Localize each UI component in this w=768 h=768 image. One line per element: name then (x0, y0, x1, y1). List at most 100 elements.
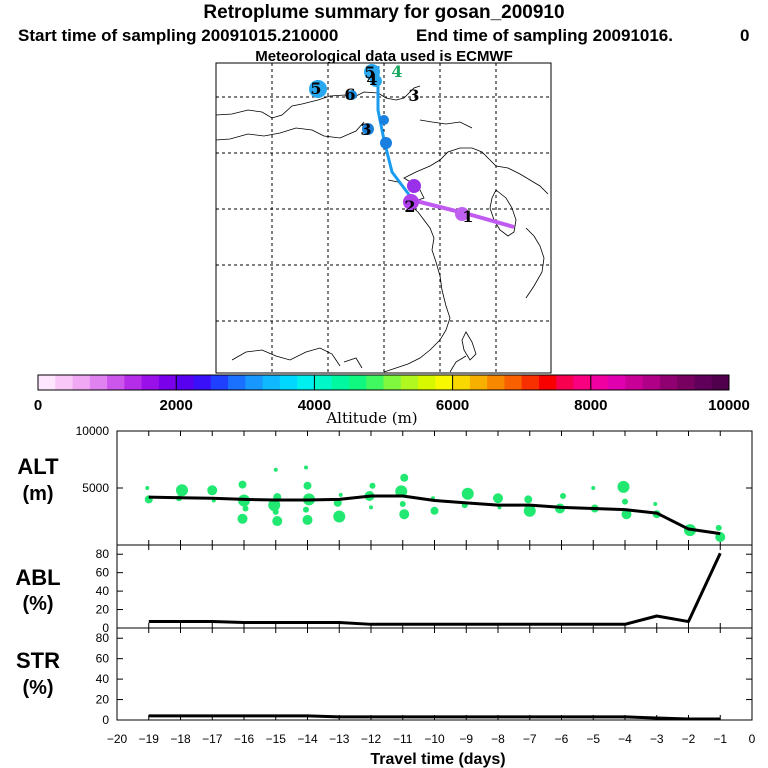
colorbar-swatch (176, 375, 194, 390)
colorbar-frame (37, 374, 730, 391)
met-data-note: Meteorological data used is ECMWF (255, 48, 513, 65)
series-line-alt (148, 494, 721, 536)
panel-label-str: STR (16, 648, 60, 673)
x-tick-label: −17 (202, 732, 223, 746)
colorbar-swatch (262, 375, 281, 390)
trajectory-day-label: 3 (360, 120, 371, 139)
colorbar-swatch (38, 375, 56, 390)
colorbar-tick-label: 6000 (436, 397, 469, 414)
y-tick-label: 60 (96, 566, 110, 580)
plume-point (268, 499, 281, 512)
colorbar-swatch (366, 375, 384, 390)
colorbar-swatch (504, 375, 523, 390)
colorbar-swatch (107, 375, 125, 390)
y-tick-label: 0 (102, 713, 109, 727)
colorbar-swatch (694, 375, 713, 390)
colorbar-swatch (72, 375, 91, 390)
colorbar-tick-label: 0 (34, 397, 42, 414)
series-line-str (148, 714, 721, 721)
colorbar-swatch (245, 375, 264, 390)
plume-point (617, 480, 630, 493)
end-time-suffix: 0 (740, 26, 750, 45)
colorbar-swatch (711, 375, 730, 390)
colorbar-swatch (677, 375, 695, 390)
panel-unit-str: (%) (22, 677, 53, 699)
trajectory-marker (379, 115, 389, 125)
x-tick-label: −13 (329, 732, 350, 746)
colorbar-swatch (608, 375, 626, 390)
panel-unit-alt: (m) (22, 483, 53, 505)
plume-point (715, 524, 722, 531)
panel-unit-abl: (%) (22, 593, 53, 615)
colorbar-swatch (625, 375, 644, 390)
trajectory-day-label: 3 (408, 86, 419, 105)
plume-point (207, 485, 218, 496)
y-tick-label: 80 (96, 631, 110, 645)
x-tick-label: −9 (459, 732, 473, 746)
colorbar-swatch (590, 375, 609, 390)
colorbar-swatch (400, 375, 419, 390)
x-tick-label: −1 (713, 732, 727, 746)
plume-point (272, 508, 279, 515)
end-time: End time of sampling 20091016. (416, 26, 673, 45)
x-tick-label: −19 (139, 732, 160, 746)
plume-point (242, 505, 249, 512)
colorbar-swatch (538, 375, 557, 390)
x-tick-label: −8 (491, 732, 505, 746)
colorbar-swatch (193, 375, 212, 390)
x-tick-label: 0 (749, 732, 756, 746)
y-tick-label: 40 (96, 672, 110, 686)
x-tick-label: −18 (170, 732, 191, 746)
colorbar-swatch (331, 375, 350, 390)
colorbar-swatch (89, 375, 108, 390)
y-tick-label: 60 (96, 652, 110, 666)
x-tick-label: −7 (523, 732, 537, 746)
start-time: Start time of sampling 20091015.210000 (18, 26, 339, 45)
colorbar-swatch (435, 375, 454, 390)
y-tick-label: 5000 (82, 481, 109, 495)
x-tick-label: −6 (555, 732, 569, 746)
x-tick-label: −10 (424, 732, 445, 746)
y-tick-label: 10000 (76, 424, 110, 438)
y-tick-label: 80 (96, 547, 110, 561)
colorbar-swatch (228, 375, 246, 390)
plume-point (430, 506, 439, 515)
plume-point (622, 498, 628, 505)
trajectory-day-label: 6 (344, 85, 355, 104)
y-tick-label: 0 (102, 621, 109, 635)
x-axis-label: Travel time (days) (370, 751, 505, 768)
colorbar-swatch (158, 375, 177, 390)
trajectory-marker (403, 194, 419, 210)
panel-frame-str (116, 627, 753, 721)
colorbar-swatch (469, 375, 488, 390)
x-tick-label: −12 (361, 732, 382, 746)
plume-point (653, 501, 658, 506)
trajectory-day-label: 1 (462, 207, 473, 226)
plume-point (303, 481, 312, 490)
colorbar-tick-label: 8000 (574, 397, 607, 414)
x-tick-label: −4 (618, 732, 632, 746)
altitude-colorbar: 0 2000 4000 6000 8000 10000 Altitude (m) (34, 374, 750, 427)
chart-title: Retroplume summary for gosan_200910 (203, 2, 565, 23)
plume-point (238, 480, 247, 489)
colorbar-swatch (418, 375, 436, 390)
plume-point (399, 509, 410, 520)
x-tick-label: −2 (682, 732, 696, 746)
plume-point (395, 485, 408, 498)
panel-label-alt: ALT (17, 454, 59, 479)
x-tick-label: −16 (234, 732, 255, 746)
trajectory-day-label: 4 (366, 70, 377, 89)
colorbar-axis-label: Altitude (m) (325, 409, 417, 427)
trajectory-marker (347, 90, 357, 100)
colorbar-swatch (297, 375, 315, 390)
plume-point (369, 505, 373, 510)
colorbar-swatch (55, 375, 74, 390)
x-tick-label: −3 (650, 732, 664, 746)
trajectory-marker (407, 179, 421, 193)
colorbar-swatch (487, 375, 505, 390)
colorbar-swatch (659, 375, 678, 390)
plume-point (399, 500, 406, 507)
colorbar-swatch (279, 375, 298, 390)
trajectory-marker (309, 80, 327, 98)
